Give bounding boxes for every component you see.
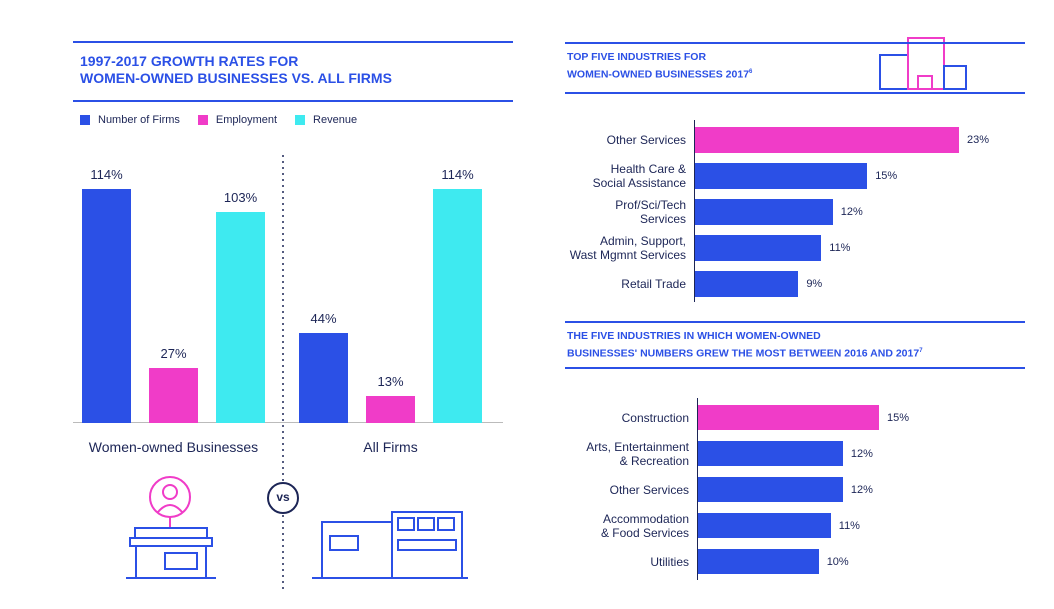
category-label: Arts, Entertainment & Recreation xyxy=(586,439,689,468)
baseline xyxy=(73,422,503,423)
shop-icon xyxy=(126,527,216,579)
value-label: 23% xyxy=(967,134,990,146)
bar xyxy=(299,332,348,423)
value-label: 114% xyxy=(90,166,123,182)
title-line: WOMEN-OWNED BUSINESSES 2017 xyxy=(567,68,750,81)
title-line: BUSINESSES' NUMBERS GREW THE MOST BETWEE… xyxy=(567,347,920,360)
bar xyxy=(698,441,843,466)
value-label: 9% xyxy=(806,278,823,290)
bar xyxy=(695,235,822,261)
category-label: Prof/Sci/Tech Services xyxy=(615,198,686,226)
axis-line xyxy=(697,398,698,580)
axis-line xyxy=(694,120,695,302)
category-label: Health Care & Social Assistance xyxy=(592,162,686,190)
bar xyxy=(695,127,960,153)
bar xyxy=(698,513,831,538)
rule xyxy=(565,321,1025,323)
rule xyxy=(565,42,1025,44)
x-tick-label: Women-owned Businesses xyxy=(88,439,259,455)
bar xyxy=(149,367,198,423)
woman-icon xyxy=(149,476,191,528)
chart-title: TOP FIVE INDUSTRIES FOR WOMEN-OWNED BUSIN… xyxy=(567,50,752,83)
bar xyxy=(698,405,880,430)
value-label: 12% xyxy=(850,483,873,496)
vs-label: vs xyxy=(276,490,290,504)
bar xyxy=(695,163,868,189)
footnote: 6 xyxy=(749,69,753,75)
bar xyxy=(433,188,482,423)
legend-label: Employment xyxy=(215,114,278,126)
bar xyxy=(698,549,819,574)
category-label: Other Services xyxy=(609,482,689,497)
x-tick-label: All Firms xyxy=(363,439,418,455)
legend-label: Number of Firms xyxy=(98,114,180,126)
bar xyxy=(695,199,833,225)
category-label: Utilities xyxy=(650,554,689,569)
category-label: Construction xyxy=(621,410,689,425)
category-label: Other Services xyxy=(606,133,686,147)
value-label: 11% xyxy=(838,519,860,532)
title-line: TOP FIVE INDUSTRIES FOR xyxy=(567,51,707,63)
legend-item: Employment xyxy=(197,114,278,126)
value-label: 12% xyxy=(840,206,863,218)
value-label: 103% xyxy=(223,189,258,205)
value-label: 15% xyxy=(875,170,898,182)
bar xyxy=(82,188,131,423)
category-label: Retail Trade xyxy=(621,277,686,291)
legend-label: Revenue xyxy=(313,114,358,126)
bar xyxy=(366,396,415,423)
footnote: 7 xyxy=(919,348,923,354)
category-label: Admin, Support, Wast Mgmnt Services xyxy=(569,234,686,262)
value-label: 12% xyxy=(850,447,873,460)
vs-circle xyxy=(267,482,299,514)
rule xyxy=(73,100,513,102)
title-line: THE FIVE INDUSTRIES IN WHICH WOMEN-OWNED xyxy=(567,330,821,342)
rule xyxy=(73,41,513,43)
legend-item: Revenue xyxy=(295,114,357,126)
title-line: 1997-2017 GROWTH RATES FOR xyxy=(80,53,299,69)
building-icon xyxy=(879,37,967,90)
rule xyxy=(565,367,1025,369)
rule xyxy=(565,92,1025,94)
value-label: 13% xyxy=(377,374,404,390)
value-label: 10% xyxy=(826,555,849,568)
bar xyxy=(695,271,799,297)
value-label: 27% xyxy=(160,345,187,361)
legend-swatch xyxy=(295,115,306,125)
legend-swatch xyxy=(80,115,90,125)
value-label: 44% xyxy=(310,310,337,326)
chart-title: THE FIVE INDUSTRIES IN WHICH WOMEN-OWNED… xyxy=(567,329,923,362)
bar xyxy=(216,211,265,423)
category-label: Accommodation & Food Services xyxy=(600,511,689,540)
legend-item: Number of Firms xyxy=(80,114,180,126)
stores-icon xyxy=(312,511,468,579)
value-label: 15% xyxy=(887,411,910,424)
bar xyxy=(698,477,843,502)
legend-swatch xyxy=(197,115,208,125)
title-line: WOMEN-OWNED BUSINESSES VS. ALL FIRMS xyxy=(80,70,392,86)
chart-title: 1997-2017 GROWTH RATES FOR WOMEN-OWNED BU… xyxy=(80,53,392,87)
value-label: 114% xyxy=(441,166,474,182)
value-label: 11% xyxy=(829,242,851,254)
legend: Number of Firms Employment Revenue xyxy=(80,114,357,126)
